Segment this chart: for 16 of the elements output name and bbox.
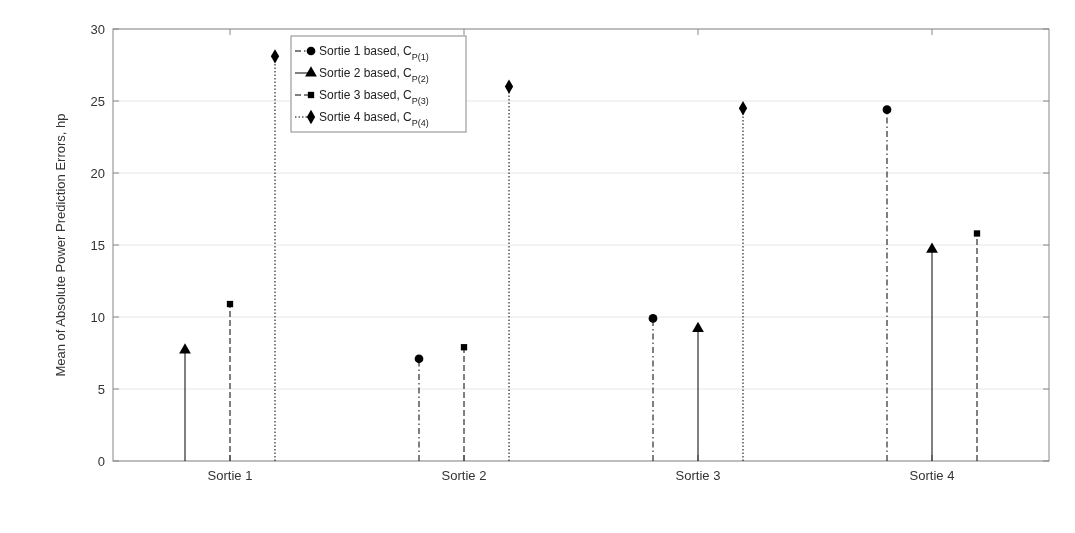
y-axis-title: Mean of Absolute Power Prediction Errors, hp <box>53 113 68 377</box>
y-tick-label: 5 <box>97 381 105 397</box>
x-tick-label: Sortie 2 <box>441 468 487 483</box>
legend-label: Sortie 2 based, C$_{P(2)}$ <box>319 66 429 85</box>
y-tick-label: 0 <box>97 453 105 469</box>
legend-label: Sortie 1 based, C$_{P(1)}$ <box>319 44 429 63</box>
y-tick-label: 10 <box>90 309 105 325</box>
legend-label: Sortie 3 based, C$_{P(3)}$ <box>319 88 429 107</box>
y-tick-label: 15 <box>90 237 105 253</box>
x-tick-label: Sortie 3 <box>675 468 721 483</box>
y-tick-label: 20 <box>90 165 105 181</box>
x-tick-label: Sortie 4 <box>909 468 955 483</box>
y-tick-label: 30 <box>90 21 105 37</box>
x-tick-label: Sortie 1 <box>207 468 253 483</box>
legend-label: Sortie 4 based, C$_{P(4)}$ <box>319 110 429 129</box>
y-tick-label: 25 <box>90 93 105 109</box>
